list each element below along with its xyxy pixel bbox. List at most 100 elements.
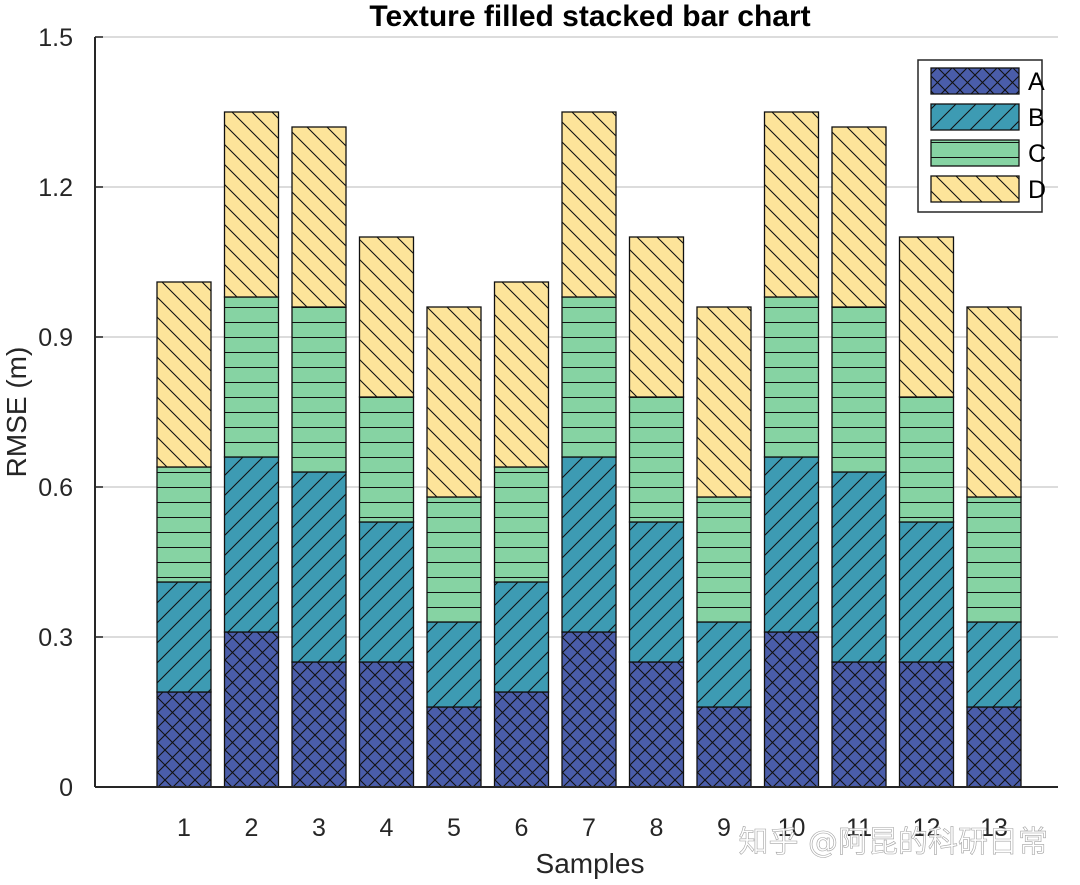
x-tick-label: 9 (717, 814, 731, 842)
bar-segment-pattern (831, 306, 887, 473)
bar-segment-pattern (223, 456, 280, 633)
bar-segment-pattern (561, 296, 617, 458)
y-tick-label: 0 (59, 774, 73, 802)
bar-segment-pattern (358, 661, 415, 788)
bar-segment-pattern (561, 631, 617, 788)
x-tick-label: 1 (177, 814, 191, 842)
bar-segment-pattern (628, 661, 685, 788)
x-tick-label: 12 (913, 814, 941, 842)
legend-swatch-pattern (930, 67, 1020, 95)
x-tick-label: 11 (846, 814, 872, 842)
y-tick-label: 0.3 (38, 624, 73, 652)
legend-label: C (1028, 140, 1046, 168)
bar-segment-pattern (898, 661, 955, 788)
bar-segment-pattern (898, 396, 955, 523)
bar-segment-pattern (156, 466, 212, 583)
bar-segment-pattern (898, 236, 955, 398)
bar-segment-pattern (628, 521, 685, 663)
bar-segment-pattern (493, 466, 550, 583)
y-tick-label: 0.9 (38, 324, 73, 352)
y-tick-label: 1.2 (38, 174, 73, 202)
x-tick-label: 10 (778, 814, 806, 842)
bar-segment-pattern (966, 706, 1022, 788)
legend-item-b: B (930, 103, 1045, 132)
bar-segment-pattern (628, 236, 685, 398)
legend-item-c: C (930, 139, 1046, 168)
bar-segment-pattern (763, 111, 820, 298)
legend-label: D (1028, 176, 1046, 204)
bar-segment-pattern (831, 471, 887, 663)
y-tick-label: 1.5 (38, 24, 73, 52)
x-tick-label: 2 (245, 814, 259, 842)
bar-segment-pattern (426, 496, 482, 623)
bar-segment-pattern (291, 126, 347, 308)
bar-segment-pattern (763, 296, 820, 458)
bar-stack (628, 236, 685, 788)
bar-stack (898, 236, 955, 788)
bar-segment-pattern (426, 706, 482, 788)
bar-segment-pattern (696, 706, 752, 788)
x-tick-labels: 1 2 3 4 5 6 7 8 9 10 11 12 13 (177, 814, 1008, 842)
x-axis-title: Samples (536, 848, 645, 879)
bar-segment-pattern (696, 306, 752, 498)
bar-stack (358, 236, 415, 788)
bar-segment-pattern (628, 396, 685, 523)
chart-title: Texture filled stacked bar chart (369, 0, 810, 33)
bar-stack (156, 281, 212, 788)
bar-segment-pattern (898, 521, 955, 663)
bar-segment-pattern (291, 661, 347, 788)
bar-segment-pattern (831, 126, 887, 308)
watermark: 知乎 @阿昆的科研日常 (738, 825, 1048, 860)
bar-segment-pattern (426, 621, 482, 708)
bar-stack (696, 306, 752, 788)
x-tick-label: 8 (650, 814, 664, 842)
legend-item-a: A (930, 67, 1045, 96)
bar-segment-pattern (493, 691, 550, 788)
bar-segment-pattern (358, 521, 415, 663)
bar-stack (426, 306, 482, 788)
axes (94, 37, 1058, 788)
bar-segment-pattern (966, 496, 1022, 623)
y-axis-title: RMSE (m) (1, 347, 32, 478)
x-tick-label: 6 (515, 814, 529, 842)
bar-segment-pattern (763, 631, 820, 788)
bar-segment-pattern (493, 581, 550, 693)
bar-segment-pattern (831, 661, 887, 788)
legend-swatch-pattern (930, 139, 1020, 167)
y-tick-label: 0.6 (38, 474, 73, 502)
bar-segment-pattern (291, 471, 347, 663)
bars (156, 111, 1022, 788)
legend-swatch-pattern (930, 175, 1020, 203)
legend-item-d: D (930, 175, 1046, 204)
x-tick-label: 5 (447, 814, 461, 842)
x-tick-label: 7 (582, 814, 596, 842)
bar-segment-pattern (493, 281, 550, 468)
bar-segment-pattern (966, 621, 1022, 708)
bar-segment-pattern (426, 306, 482, 498)
bar-segment-pattern (966, 306, 1022, 498)
bar-segment-pattern (223, 296, 280, 458)
bar-segment-pattern (223, 111, 280, 298)
legend-label: A (1028, 68, 1045, 96)
legend-swatch-pattern (930, 103, 1020, 131)
bar-stack (831, 126, 887, 788)
bar-segment-pattern (223, 631, 280, 788)
bar-segment-pattern (696, 621, 752, 708)
bar-segment-pattern (763, 456, 820, 633)
bar-segment-pattern (156, 581, 212, 693)
bar-segment-pattern (561, 456, 617, 633)
bar-segment-pattern (561, 111, 617, 298)
y-tick-labels: 0 0.3 0.6 0.9 1.2 1.5 (38, 24, 103, 802)
legend-label: B (1028, 104, 1045, 132)
bar-stack (493, 281, 550, 788)
x-tick-label: 3 (312, 814, 326, 842)
bar-stack (291, 126, 347, 788)
bar-stack (966, 306, 1022, 788)
bar-segment-pattern (358, 396, 415, 523)
x-tick-label: 13 (980, 814, 1008, 842)
bar-segment-pattern (156, 281, 212, 468)
x-tick-label: 4 (380, 814, 394, 842)
bar-stack (561, 111, 617, 788)
